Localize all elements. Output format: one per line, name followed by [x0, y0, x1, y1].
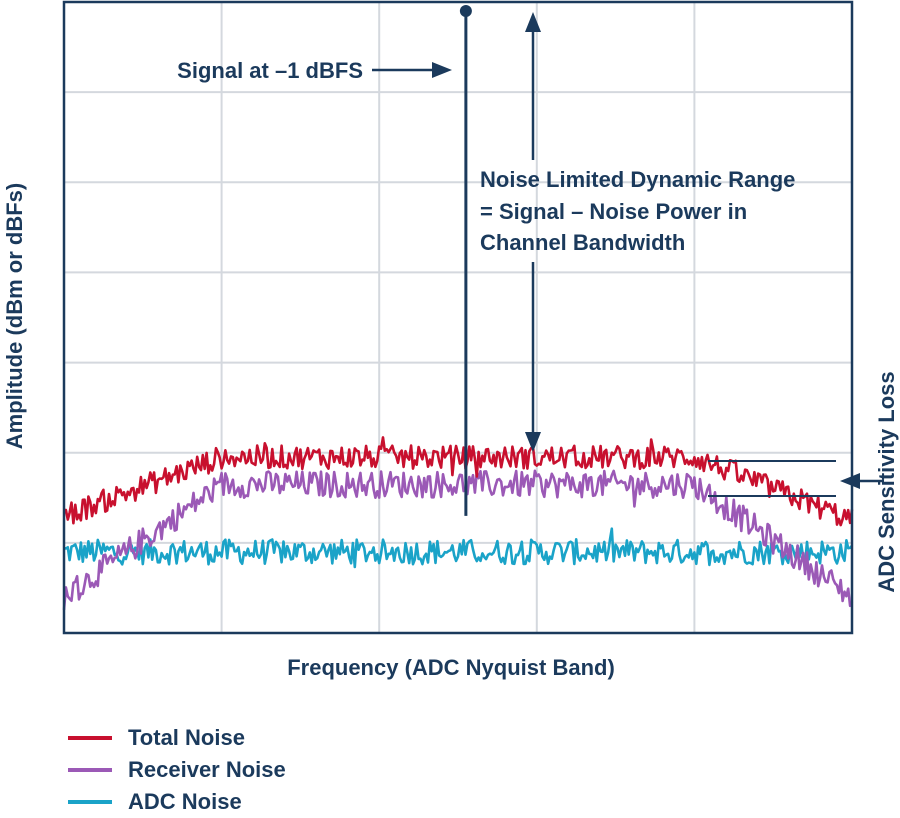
legend-swatch-total-noise — [68, 736, 112, 740]
annotations — [372, 5, 884, 516]
signal-marker — [459, 5, 472, 18]
legend-item-receiver-noise: Receiver Noise — [68, 754, 286, 786]
grid — [64, 2, 852, 633]
legend-label: Total Noise — [128, 725, 245, 750]
dynamic-range-label-line-2: = Signal – Noise Power in — [480, 199, 747, 224]
series-line-adc-noise — [63, 527, 853, 569]
dynamic-range-arrow-head-down — [525, 432, 541, 452]
series-line-total-noise — [62, 436, 854, 527]
legend-label: Receiver Noise — [128, 757, 286, 782]
plot-frame — [62, 0, 854, 635]
legend-swatch-adc-noise — [68, 800, 112, 804]
chart: Frequency (ADC Nyquist Band) Amplitude (… — [2, 0, 899, 680]
series-line-receiver-noise — [62, 469, 854, 611]
dynamic-range-label-line-1: Noise Limited Dynamic Range — [480, 167, 795, 192]
dynamic-range-label-line-3: Channel Bandwidth — [480, 230, 685, 255]
legend-item-total-noise: Total Noise — [68, 722, 286, 754]
sensitivity-loss-arrow-head — [840, 473, 860, 489]
dynamic-range-arrow-head-up — [525, 12, 541, 32]
signal-annotation-label: Signal at –1 dBFS — [177, 58, 363, 83]
signal-label-arrow-head — [432, 62, 452, 78]
y-axis-label: Amplitude (dBm or dBFs) — [2, 183, 27, 449]
series-layer — [62, 436, 854, 611]
legend-swatch-receiver-noise — [68, 768, 112, 772]
sensitivity-loss-label: ADC Sensitivity Loss — [874, 371, 899, 592]
legend-label: ADC Noise — [128, 789, 242, 814]
legend-item-adc-noise: ADC Noise — [68, 786, 286, 818]
x-axis-label: Frequency (ADC Nyquist Band) — [287, 655, 615, 680]
legend: Total Noise Receiver Noise ADC Noise — [68, 722, 286, 818]
